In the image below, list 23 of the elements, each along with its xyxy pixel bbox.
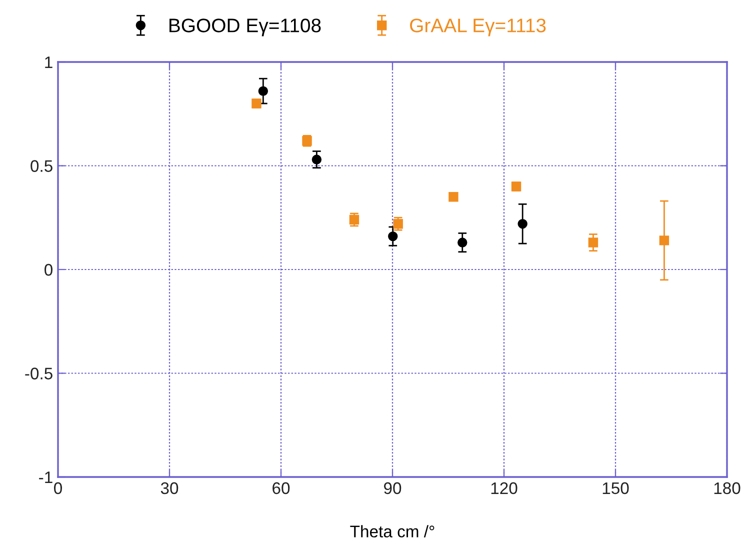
- x-tick-label: 30: [160, 482, 178, 494]
- point: [388, 231, 398, 242]
- point: [458, 238, 468, 248]
- y-tick-label: 0: [44, 264, 52, 276]
- x-tick-label: 120: [491, 482, 518, 494]
- y-tick-label: -0.5: [25, 368, 52, 380]
- point: [258, 86, 268, 96]
- x-axis-title: Theta cm /°: [350, 525, 434, 538]
- legend-label: BGOOD Eγ=1108: [170, 18, 321, 36]
- legend-label: GrAAL Eγ=1113: [410, 18, 546, 36]
- x-tick-label: 60: [272, 482, 290, 494]
- point: [448, 192, 458, 202]
- x-tick-label: 90: [384, 482, 402, 494]
- y-tick-label: 1: [45, 56, 52, 68]
- x-tick-label: 150: [602, 482, 629, 494]
- y-tick-label: 0.5: [30, 160, 52, 172]
- point: [659, 236, 670, 246]
- point: [518, 218, 528, 229]
- y-tick-label: -1: [39, 472, 52, 484]
- x-tick-label: 180: [714, 482, 740, 494]
- x-tick-label: 0: [54, 482, 62, 494]
- point: [312, 154, 322, 164]
- point: [588, 238, 598, 248]
